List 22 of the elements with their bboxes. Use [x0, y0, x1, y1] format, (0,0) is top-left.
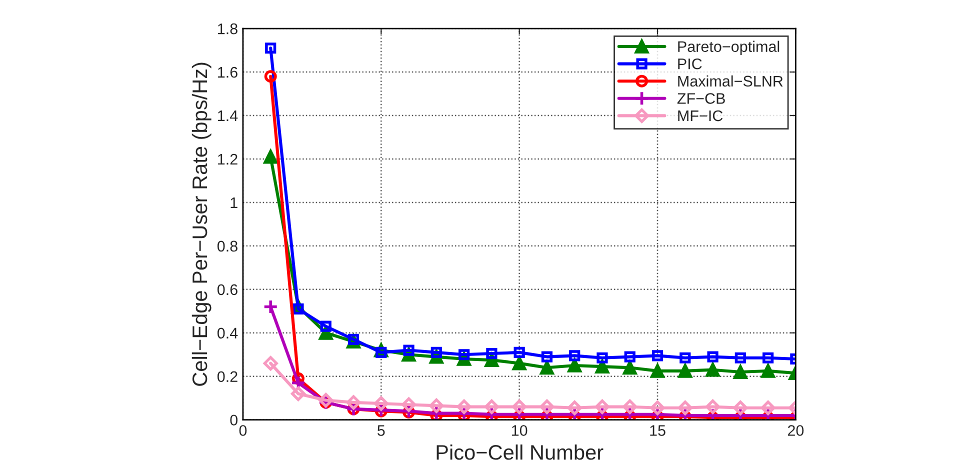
x-tick-label: 5 [378, 425, 385, 436]
y-tick-label: 0.6 [217, 284, 238, 296]
y-tick-label: 0.2 [217, 371, 238, 382]
x-axis-title: Pico−Cell Number [436, 444, 604, 460]
y-tick-label: 1.6 [218, 66, 238, 78]
legend-label: PIC [678, 58, 702, 70]
y-tick-label: 0.4 [217, 328, 238, 339]
x-tick-label: 15 [650, 425, 666, 436]
y-tick-label: 1.2 [218, 154, 238, 165]
y-tick-label: 1.4 [218, 110, 238, 122]
y-axis-title: Cell−Edge Per−User Rate (bps/Hz) [192, 62, 212, 386]
y-tick-label: 0.8 [217, 240, 238, 252]
x-tick-label: 0 [239, 425, 247, 436]
x-tick-label: 20 [788, 425, 804, 436]
y-tick-label: 1.8 [218, 23, 238, 34]
legend-label: MF−IC [678, 110, 723, 122]
y-tick-label: 0 [230, 414, 238, 426]
x-tick-label: 10 [512, 425, 528, 436]
y-tick-label: 1 [230, 197, 238, 208]
legend-label: Maximal−SLNR [678, 75, 783, 87]
legend-label: ZF−CB [677, 93, 725, 104]
legend-label: Pareto−optimal [678, 40, 780, 56]
